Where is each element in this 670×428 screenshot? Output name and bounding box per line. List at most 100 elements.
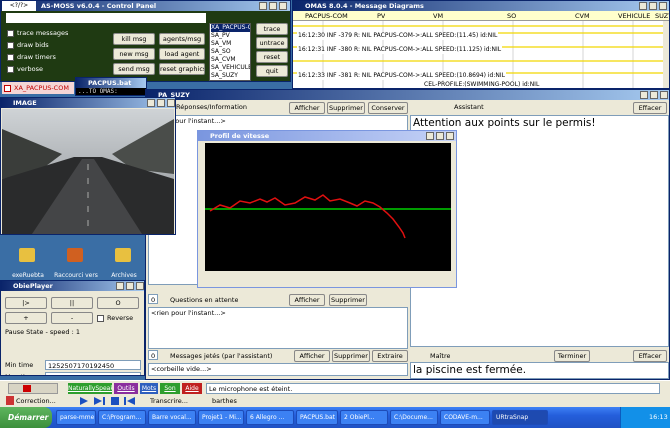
task-button[interactable]: PACPUS.bat (296, 410, 338, 425)
button[interactable]: Extraire (372, 350, 408, 362)
column-name: PV (377, 12, 386, 20)
menu[interactable]: Son (160, 383, 180, 394)
voice-toolbar: Le microphone est éteint. NaturallySpeak… (0, 380, 670, 395)
button[interactable]: reset (256, 51, 288, 63)
agent-item[interactable]: SA_SO (211, 48, 231, 55)
menu[interactable]: Aide (182, 383, 202, 394)
button[interactable]: new msg (113, 48, 155, 60)
user-name: barthes (212, 397, 237, 405)
button[interactable]: Terminer (554, 350, 590, 362)
checkbox[interactable]: draw timers (7, 53, 56, 61)
menu[interactable]: Outils (114, 383, 138, 394)
stop-button[interactable]: O (97, 297, 139, 309)
maximize[interactable] (649, 2, 657, 10)
button[interactable]: trace (256, 23, 288, 35)
button[interactable]: Effacer (633, 350, 667, 362)
task-button[interactable]: CODAVE-m... (440, 410, 490, 425)
button[interactable]: untrace (256, 37, 288, 49)
minimize[interactable] (147, 99, 155, 107)
minimize[interactable] (426, 132, 434, 140)
reverse-checkbox[interactable]: Reverse (97, 314, 133, 322)
icon-label[interactable]: Raccourci vers (54, 272, 98, 279)
title-bar: Profil de vitesse (198, 131, 456, 141)
input-field[interactable] (6, 13, 206, 23)
transcribe-button[interactable]: Transcrire... (150, 397, 188, 405)
text-area[interactable]: <corbeille vide...> (148, 363, 408, 376)
task-button[interactable]: Barre vocal... (148, 410, 196, 425)
close[interactable] (446, 132, 454, 140)
button[interactable]: agents/msg (159, 33, 205, 45)
minimize[interactable] (639, 2, 647, 10)
button[interactable]: Supprimer (329, 294, 367, 306)
checkbox[interactable]: trace messages (7, 29, 68, 37)
start-button[interactable]: Démarrer (0, 407, 52, 428)
button[interactable]: Conserver (368, 102, 408, 114)
maximize[interactable] (126, 282, 134, 290)
maximize[interactable] (436, 132, 444, 140)
button[interactable]: Effacer (633, 102, 667, 114)
button[interactable]: Afficher (289, 102, 325, 114)
icon-image[interactable] (115, 248, 131, 262)
minimize[interactable] (259, 2, 267, 10)
task-button[interactable]: Projet1 - Mi... (198, 410, 244, 425)
task-button[interactable]: C:\Program... (98, 410, 146, 425)
console-text: ...TO OMAS: (78, 88, 118, 95)
text-area[interactable]: <rien pour l'instant...> (148, 307, 408, 349)
time-field[interactable]: 1252507170192450 (45, 360, 141, 370)
agent-list[interactable]: XA_PACPUS-C SA_PV SA_VM SA_SO SA_CVM SA_VEHIC… (209, 23, 251, 81)
close[interactable] (660, 91, 668, 99)
icon-image[interactable] (67, 248, 83, 262)
close[interactable] (279, 2, 287, 10)
window-title: OMAS 8.0.4 - Message Diagrams (305, 2, 424, 10)
maximize[interactable] (157, 99, 165, 107)
agent-item[interactable]: SA_VEHICULE (211, 64, 251, 71)
button[interactable]: kill msg (113, 33, 155, 45)
agent-item[interactable]: SA_VM (211, 40, 232, 47)
button[interactable]: send msg (113, 63, 155, 75)
agent-item[interactable]: SA_CVM (211, 56, 236, 63)
task-button[interactable]: 2 ObiePl... (340, 410, 388, 425)
pause-button[interactable]: || (51, 297, 93, 309)
button[interactable]: quit (256, 65, 288, 77)
mic-icon[interactable] (8, 383, 58, 394)
button[interactable]: Supprimer (327, 102, 365, 114)
checkbox[interactable]: draw bids (7, 41, 49, 49)
time-field[interactable]: 1252507575883799 (45, 372, 141, 375)
assistant-message: Attention aux points sur le permis! (413, 117, 596, 129)
button[interactable]: reset graphics (159, 63, 205, 75)
correction-button[interactable]: Correction... (16, 397, 56, 405)
agent-item[interactable]: SA_PV (211, 32, 230, 39)
task-button[interactable]: URtraSnap (492, 410, 548, 425)
agent-item[interactable]: SA_SUZY (211, 72, 238, 79)
play-button[interactable]: |> (5, 297, 47, 309)
playback-controls[interactable] (78, 396, 138, 406)
text-area[interactable]: la piscine est fermée. (410, 362, 669, 379)
menu[interactable]: NaturallySpeaking (68, 383, 112, 394)
message: 16:12:33 INF -381 R: NIL PACPUS-COM->:AL… (297, 72, 506, 80)
agent-item[interactable]: XA_PACPUS-C (211, 24, 251, 32)
close[interactable] (167, 99, 175, 107)
voice-toolbar-2: Correction... Transcrire... barthes (0, 395, 670, 407)
button[interactable]: Afficher (294, 350, 330, 362)
minimize[interactable] (116, 282, 124, 290)
task-button[interactable]: 6 Allegro ... (246, 410, 294, 425)
button[interactable]: load agent (159, 48, 205, 60)
close[interactable] (659, 2, 667, 10)
close[interactable] (136, 282, 144, 290)
agent-label[interactable]: XA_PACPUS-COM (2, 82, 74, 94)
checkbox[interactable]: verbose (7, 65, 43, 73)
button[interactable]: Afficher (289, 294, 325, 306)
menu[interactable]: Mots (140, 383, 158, 394)
icon-label[interactable]: Archives (111, 272, 137, 279)
maximize[interactable] (269, 2, 277, 10)
button[interactable]: Supprimer (332, 350, 370, 362)
icon-image[interactable] (19, 248, 35, 262)
slower-button[interactable]: - (51, 312, 93, 324)
maximize[interactable] (650, 91, 658, 99)
faster-button[interactable]: + (5, 312, 47, 324)
icon-label[interactable]: exeRuebta (12, 272, 44, 279)
task-button[interactable]: parse-mme... (56, 410, 96, 425)
task-button[interactable]: C:\Docume... (390, 410, 438, 425)
minimize[interactable] (640, 91, 648, 99)
